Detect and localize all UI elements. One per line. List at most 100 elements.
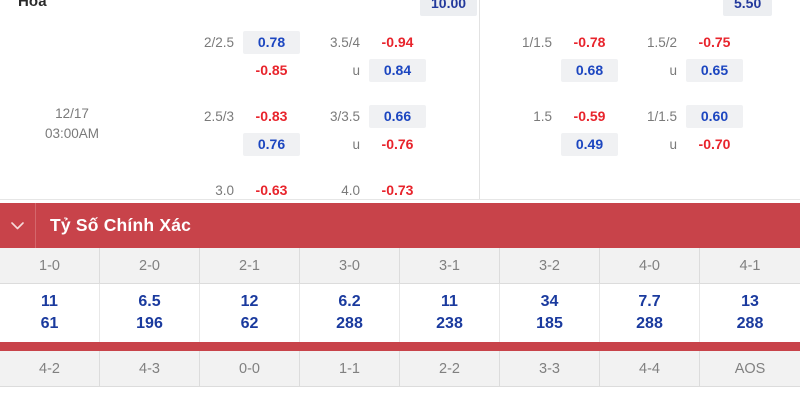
score-header-cell[interactable]: 4-4 — [600, 351, 700, 387]
odds-value-over[interactable]: 0.60 — [686, 104, 743, 128]
odds-row: 1.5/2 -0.75 — [625, 28, 743, 56]
odds-panel: Hòa 10.00 5.50 12/17 03:00AM 2/2.5 0.78 … — [0, 0, 800, 230]
odds-row: 2.5/3 -0.83 — [182, 102, 300, 130]
odds-value-under[interactable]: -0.70 — [698, 135, 731, 152]
odds-value-over[interactable]: -0.78 — [573, 33, 606, 50]
under-marker: u — [352, 136, 360, 152]
draw-odds-badge-right[interactable]: 5.50 — [723, 0, 773, 16]
odds-value-over[interactable]: -0.63 — [255, 181, 288, 198]
match-date: 12/17 — [55, 106, 89, 121]
odds-value-over[interactable]: -0.75 — [698, 33, 731, 50]
odds-value-under[interactable]: -0.85 — [255, 61, 288, 78]
score-odds-cell[interactable]: 61 — [0, 313, 100, 342]
score-odds-row-secondary: 61 196 62 288 238 185 288 288 — [0, 313, 800, 342]
score-header-row: 4-2 4-3 0-0 1-1 2-2 3-3 4-4 AOS — [0, 351, 800, 387]
handicap-label: 1.5 — [533, 108, 552, 124]
score-header-cell[interactable]: 2-0 — [100, 248, 200, 284]
score-odds-cell[interactable]: 11 — [0, 284, 100, 313]
odds-value-over[interactable]: -0.59 — [573, 107, 606, 124]
handicap-label: 2.5/3 — [203, 108, 234, 124]
odds-value-over[interactable]: 0.66 — [369, 104, 426, 128]
collapse-toggle[interactable] — [0, 203, 36, 248]
score-header-cell[interactable]: 0-0 — [200, 351, 300, 387]
odds-row: 1/1.5 0.60 — [625, 102, 743, 130]
odds-value-under[interactable]: 0.68 — [561, 58, 618, 82]
score-odds-cell[interactable]: 288 — [300, 313, 400, 342]
score-header-cell[interactable]: 4-0 — [600, 248, 700, 284]
handicap-label: 1/1.5 — [646, 108, 677, 124]
total-col-1: 3.5/4 -0.94 u 0.84 3/3.5 0.66 u -0.76 4.… — [308, 28, 426, 232]
correct-score-table: 1-0 2-0 2-1 3-0 3-1 3-2 4-0 4-1 11 6.5 1… — [0, 248, 800, 387]
score-odds-cell[interactable]: 288 — [600, 313, 700, 342]
handicap-col-1: 2/2.5 0.78 -0.85 2.5/3 -0.83 0.76 3.0 -0… — [182, 28, 300, 232]
odds-value-over[interactable]: 0.78 — [243, 30, 300, 54]
chevron-down-icon — [11, 221, 24, 229]
score-header-cell[interactable]: 4-1 — [700, 248, 800, 284]
handicap-label: 3/3.5 — [329, 108, 360, 124]
score-header-cell[interactable]: 1-1 — [300, 351, 400, 387]
panel-bottom-divider — [0, 199, 800, 200]
score-header-cell[interactable]: 3-0 — [300, 248, 400, 284]
odds-row: -0.85 — [182, 56, 300, 84]
odds-value-under[interactable]: 0.84 — [369, 58, 426, 82]
score-header-cell[interactable]: AOS — [700, 351, 800, 387]
correct-score-section-header[interactable]: Tỷ Số Chính Xác — [0, 203, 800, 248]
handicap-label: 4.0 — [341, 182, 360, 198]
handicap-label: 3.0 — [215, 182, 234, 198]
score-odds-cell[interactable]: 13 — [700, 284, 800, 313]
score-odds-cell[interactable]: 11 — [400, 284, 500, 313]
odds-value-over[interactable]: -0.94 — [381, 33, 414, 50]
under-marker: u — [669, 136, 677, 152]
score-header-cell[interactable]: 3-1 — [400, 248, 500, 284]
score-block-separator — [0, 342, 800, 351]
section-title: Tỷ Số Chính Xác — [50, 215, 192, 235]
draw-odds-badge-left[interactable]: 10.00 — [420, 0, 478, 16]
odds-row: 2/2.5 0.78 — [182, 28, 300, 56]
odds-row: u 0.65 — [625, 56, 743, 84]
odds-row: 3.5/4 -0.94 — [308, 28, 426, 56]
odds-value-over[interactable]: -0.83 — [255, 107, 288, 124]
under-marker: u — [352, 62, 360, 78]
match-time: 03:00AM — [44, 126, 100, 141]
odds-value-under[interactable]: -0.76 — [381, 135, 414, 152]
odds-value-under[interactable]: 0.49 — [561, 132, 618, 156]
score-header-cell[interactable]: 3-3 — [500, 351, 600, 387]
score-odds-cell[interactable]: 12 — [200, 284, 300, 313]
score-odds-cell[interactable]: 6.5 — [100, 284, 200, 313]
odds-value-under[interactable]: 0.76 — [243, 132, 300, 156]
score-header-cell[interactable]: 3-2 — [500, 248, 600, 284]
odds-row: u -0.76 — [308, 130, 426, 158]
score-header-cell[interactable]: 1-0 — [0, 248, 100, 284]
score-odds-cell[interactable]: 34 — [500, 284, 600, 313]
handicap-col-2: 1/1.5 -0.78 0.68 1.5 -0.59 0.49 — [500, 28, 618, 158]
odds-value-under[interactable]: 0.65 — [686, 58, 743, 82]
score-header-cell[interactable]: 2-2 — [400, 351, 500, 387]
handicap-label: 1/1.5 — [521, 34, 552, 50]
score-odds-cell[interactable]: 62 — [200, 313, 300, 342]
draw-label: Hòa — [18, 0, 47, 10]
under-marker: u — [669, 62, 677, 78]
handicap-label: 1.5/2 — [646, 34, 677, 50]
odds-row: 3.0 -0.63 — [182, 176, 300, 204]
odds-value-over[interactable]: -0.73 — [381, 181, 414, 198]
score-odds-cell[interactable]: 196 — [100, 313, 200, 342]
score-header-cell[interactable]: 4-3 — [100, 351, 200, 387]
score-header-cell[interactable]: 4-2 — [0, 351, 100, 387]
handicap-label: 2/2.5 — [203, 34, 234, 50]
score-header-row: 1-0 2-0 2-1 3-0 3-1 3-2 4-0 4-1 — [0, 248, 800, 284]
match-datetime: 12/17 03:00AM — [22, 104, 122, 144]
score-odds-cell[interactable]: 6.2 — [300, 284, 400, 313]
score-odds-cell[interactable]: 185 — [500, 313, 600, 342]
score-odds-cell[interactable]: 7.7 — [600, 284, 700, 313]
odds-row: 0.49 — [500, 130, 618, 158]
score-odds-cell[interactable]: 288 — [700, 313, 800, 342]
handicap-label: 3.5/4 — [329, 34, 360, 50]
panel-divider — [479, 0, 480, 199]
total-col-2: 1.5/2 -0.75 u 0.65 1/1.5 0.60 u -0.70 — [625, 28, 743, 158]
odds-row: 1/1.5 -0.78 — [500, 28, 618, 56]
score-odds-cell[interactable]: 238 — [400, 313, 500, 342]
odds-row: 3/3.5 0.66 — [308, 102, 426, 130]
score-header-cell[interactable]: 2-1 — [200, 248, 300, 284]
score-odds-row-primary: 11 6.5 12 6.2 11 34 7.7 13 — [0, 284, 800, 313]
